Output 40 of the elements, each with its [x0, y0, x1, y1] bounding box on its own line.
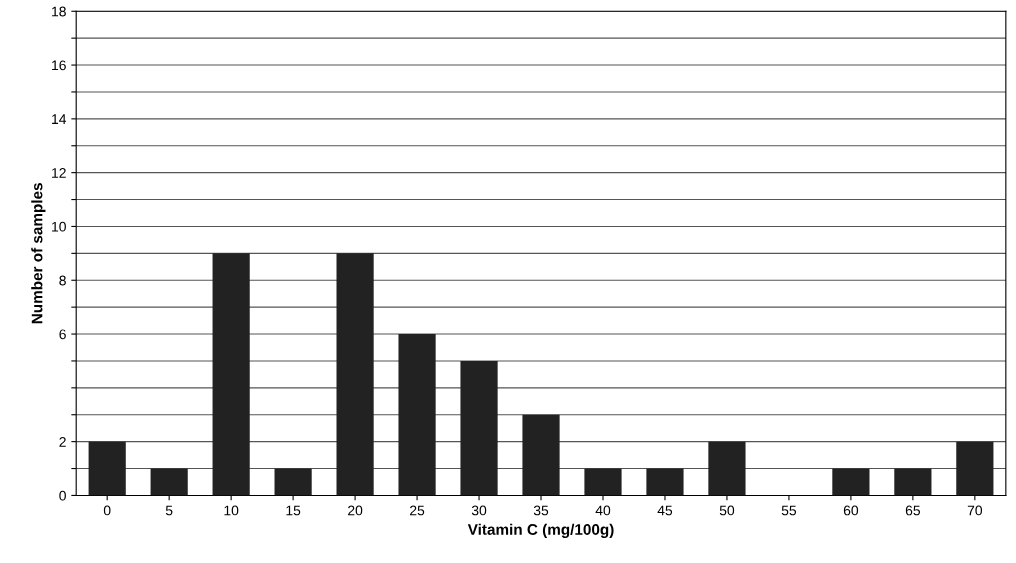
bar — [832, 468, 870, 496]
x-tick-label: 0 — [103, 505, 111, 516]
x-tick-label: 65 — [905, 505, 921, 516]
bar — [956, 441, 994, 496]
bar — [708, 441, 746, 496]
y-tick-label: 16 — [52, 60, 66, 71]
bar — [398, 334, 436, 496]
y-tick-label: 10 — [52, 221, 66, 232]
bar — [274, 468, 312, 496]
bar — [584, 468, 622, 496]
bar — [894, 468, 932, 496]
y-tick-label: 0 — [59, 490, 66, 501]
y-tick-label: 12 — [52, 167, 66, 178]
x-tick-label: 50 — [719, 505, 735, 516]
y-tick-label: 8 — [59, 275, 66, 286]
bar — [522, 414, 560, 496]
x-tick-label: 20 — [348, 505, 363, 516]
bar — [88, 441, 126, 496]
x-tick-label: 30 — [471, 505, 487, 516]
y-tick-label: 14 — [52, 114, 67, 124]
x-tick-label: 55 — [781, 505, 797, 516]
x-tick-label: 45 — [657, 505, 673, 516]
bar — [646, 468, 684, 496]
x-axis-title: Vitamin C (mg/100g) — [467, 523, 614, 538]
bar — [212, 253, 250, 496]
x-tick-label: 10 — [224, 505, 239, 516]
y-axis-title: Number of samples — [31, 183, 46, 324]
bar — [336, 253, 374, 496]
x-tick-label: 60 — [843, 505, 859, 516]
bar — [460, 360, 498, 496]
x-tick-label: 25 — [410, 505, 425, 516]
bar — [150, 468, 188, 496]
x-tick-label: 70 — [967, 505, 983, 516]
x-tick-label: 35 — [533, 505, 549, 516]
x-tick-label: 15 — [286, 505, 301, 516]
y-tick-label: 6 — [59, 329, 66, 340]
x-tick-label: 5 — [165, 505, 173, 516]
y-tick-label: 18 — [52, 6, 66, 17]
x-tick-label: 40 — [595, 505, 611, 516]
y-tick-label: 2 — [59, 436, 66, 447]
